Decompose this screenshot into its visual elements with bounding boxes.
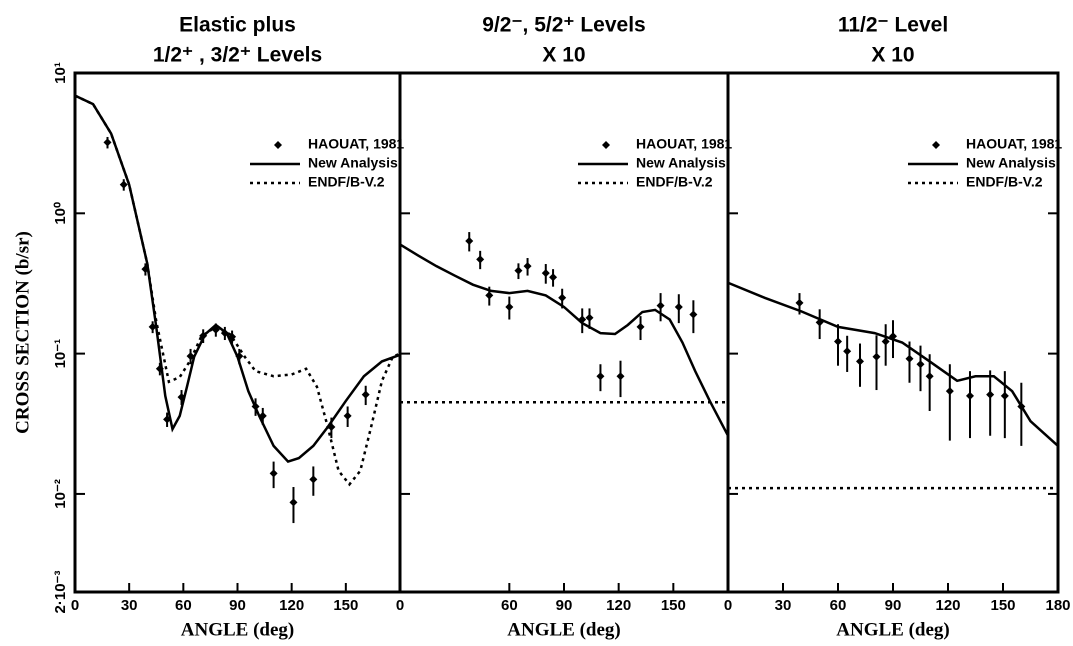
x-tick-label: 0 <box>396 597 404 614</box>
y-tick-label: 10⁻² <box>52 479 69 509</box>
data-point <box>905 354 914 363</box>
data-point <box>558 293 567 302</box>
data-point <box>119 180 128 189</box>
data-point <box>834 337 842 346</box>
data-point <box>476 255 485 264</box>
panel-subtitle: X 10 <box>871 44 914 67</box>
curve <box>727 281 1059 447</box>
data-point <box>289 498 298 507</box>
x-tick-label: 150 <box>661 597 686 614</box>
legend-marker <box>602 141 610 149</box>
x-tick-label: 60 <box>830 597 847 614</box>
x-axis-label: ANGLE (deg) <box>507 619 620 640</box>
curve <box>399 243 730 437</box>
x-tick-label: 60 <box>175 597 192 614</box>
data-point <box>1000 391 1009 400</box>
panel-subtitle: X 10 <box>542 44 585 67</box>
curve <box>74 94 401 487</box>
legend-label: HAOUAT, 1981 <box>966 136 1062 152</box>
panel-title: 11/2⁻ Level <box>838 14 948 37</box>
data-point <box>309 475 318 484</box>
x-tick-label: 150 <box>333 597 358 614</box>
legend-label: New Analysis <box>966 155 1056 171</box>
x-tick-label: 90 <box>556 597 573 614</box>
data-point <box>674 302 683 311</box>
data-point <box>656 301 665 310</box>
panel-title: Elastic plus <box>179 14 296 37</box>
data-point <box>966 391 974 400</box>
data-point <box>596 372 605 381</box>
data-point <box>505 302 514 311</box>
data-point <box>636 322 645 331</box>
data-point <box>269 469 278 478</box>
data-point <box>925 372 934 381</box>
data-point <box>523 262 532 271</box>
data-point <box>465 236 474 245</box>
curve <box>74 94 401 464</box>
data-point <box>945 387 954 396</box>
x-tick-label: 120 <box>935 597 960 614</box>
legend-label: ENDF/B-V.2 <box>966 174 1043 190</box>
data-point <box>343 411 352 420</box>
x-tick-label: 150 <box>990 597 1015 614</box>
data-point <box>916 360 925 369</box>
data-point <box>872 352 881 361</box>
y-axis-label: CROSS SECTION (b/sr) <box>12 231 33 434</box>
panel-title: 9/2⁻, 5/2⁺ Levels <box>482 14 645 37</box>
legend-label: HAOUAT, 1981 <box>308 136 404 152</box>
data-point <box>881 337 890 346</box>
x-tick-label: 120 <box>279 597 304 614</box>
x-tick-label: 0 <box>71 597 79 614</box>
data-point <box>549 273 558 282</box>
legend-label: ENDF/B-V.2 <box>308 174 385 190</box>
data-point <box>541 269 550 278</box>
legend-label: New Analysis <box>636 155 726 171</box>
data-point <box>103 138 112 147</box>
data-point <box>689 310 698 319</box>
x-tick-label: 90 <box>229 597 246 614</box>
y-tick-label: 10¹ <box>52 62 69 84</box>
x-tick-label: 0 <box>724 597 732 614</box>
data-point <box>843 347 852 356</box>
x-tick-label: 60 <box>501 597 518 614</box>
x-tick-label: 30 <box>121 597 138 614</box>
x-tick-label: 180 <box>1045 597 1070 614</box>
x-axis-label: ANGLE (deg) <box>181 619 294 640</box>
legend-marker <box>932 141 940 149</box>
data-point <box>485 291 494 300</box>
y-tick-label: 10⁰ <box>52 202 69 225</box>
legend-label: New Analysis <box>308 155 398 171</box>
y-tick-label: 10⁻¹ <box>52 339 69 369</box>
data-point <box>148 322 157 331</box>
legend-marker <box>274 141 282 149</box>
x-tick-label: 90 <box>885 597 902 614</box>
x-tick-label: 120 <box>606 597 631 614</box>
data-point <box>514 266 523 275</box>
y-tick-label: 2·10⁻³ <box>52 571 69 614</box>
data-point <box>361 390 370 399</box>
x-axis-label: ANGLE (deg) <box>836 619 949 640</box>
x-tick-label: 30 <box>775 597 792 614</box>
data-point <box>795 298 804 307</box>
panel-subtitle: 1/2⁺ , 3/2⁺ Levels <box>153 44 322 67</box>
data-point <box>986 390 995 399</box>
data-point <box>856 357 864 366</box>
legend-label: ENDF/B-V.2 <box>636 174 713 190</box>
legend-label: HAOUAT, 1981 <box>636 136 732 152</box>
data-point <box>616 372 625 381</box>
data-point <box>585 313 594 322</box>
